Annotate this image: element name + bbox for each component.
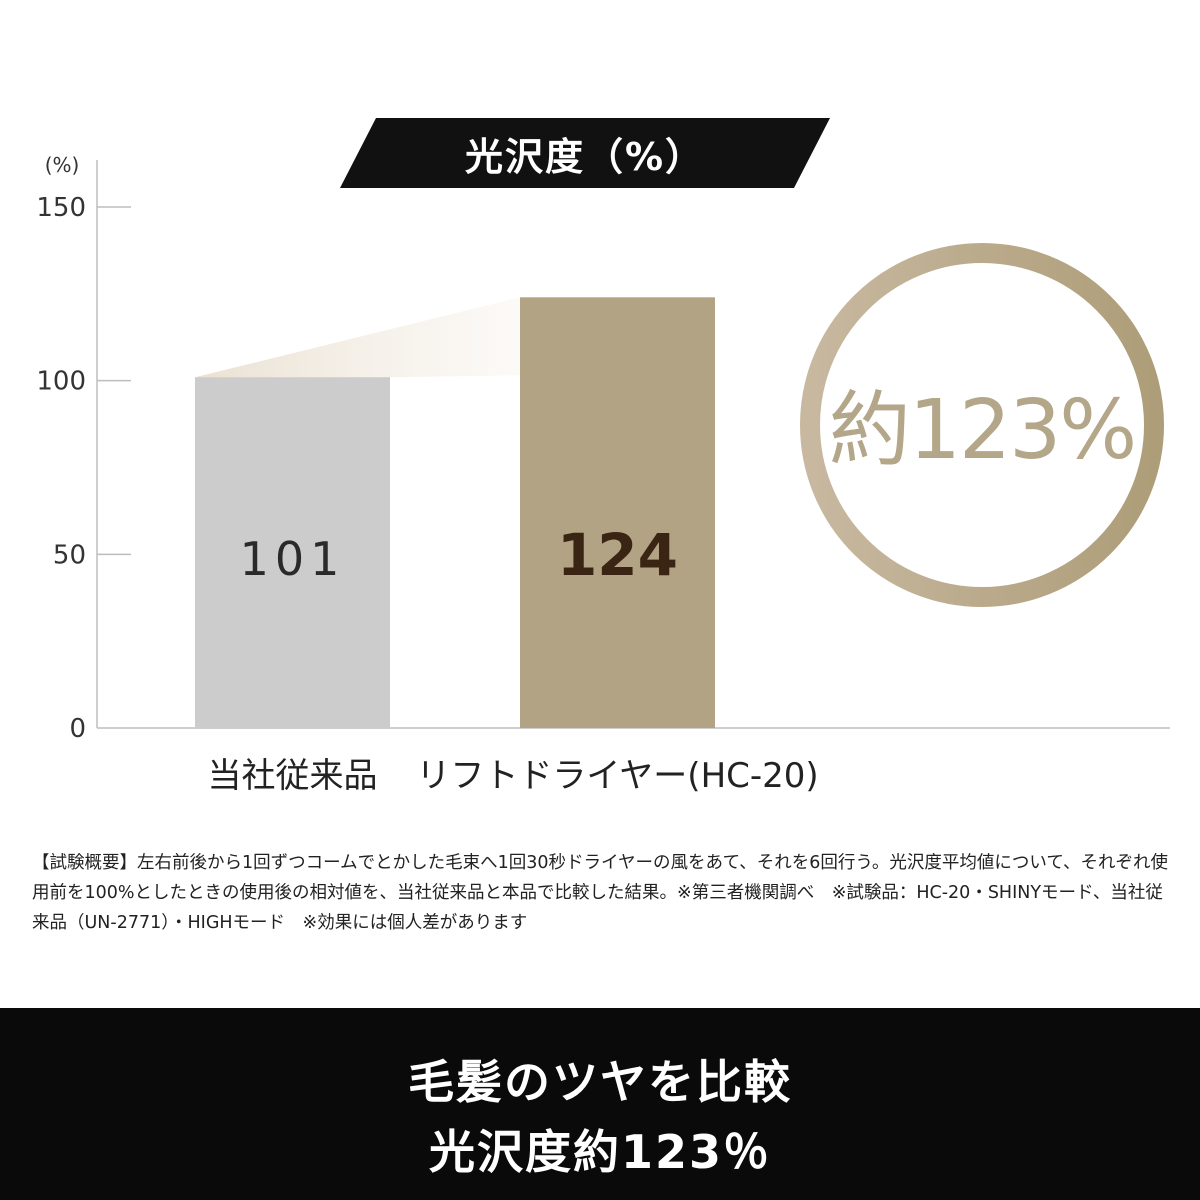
bar-value-label-0: 101 xyxy=(240,532,346,586)
y-tick-label-100: 100 xyxy=(36,367,86,397)
chart-title: 光沢度（%） xyxy=(464,134,706,179)
y-tick-label-150: 150 xyxy=(36,193,86,223)
bar-1 xyxy=(520,297,715,728)
bottom-subheadline: 光沢度約123％ xyxy=(428,1125,772,1179)
chart-title-banner: 光沢度（%） xyxy=(340,118,830,188)
x-label-conventional: 当社従来品 xyxy=(207,756,378,796)
bottom-banner: 毛髪のツヤを比較 光沢度約123％ xyxy=(0,1008,1200,1200)
bar-chart: (%) 0 50 100 150 101 124 約123% xyxy=(36,153,1170,744)
y-axis-unit: (%) xyxy=(45,153,80,177)
callout-ring xyxy=(800,243,1164,607)
y-tick-label-50: 50 xyxy=(53,540,86,570)
y-tick-label-0: 0 xyxy=(69,714,86,744)
bar-value-label-1: 124 xyxy=(557,521,678,589)
bar-top-connector xyxy=(195,297,520,378)
bar-0 xyxy=(195,377,390,728)
callout-value: 約123% xyxy=(829,383,1135,478)
bottom-headline: 毛髪のツヤを比較 xyxy=(408,1055,792,1109)
x-label-lift-dryer: リフトドライヤー(HC-20) xyxy=(416,756,819,796)
test-summary-footnote: 【試験概要】左右前後から1回ずつコームでとかした毛束へ1回30秒ドライヤーの風を… xyxy=(32,853,1168,933)
